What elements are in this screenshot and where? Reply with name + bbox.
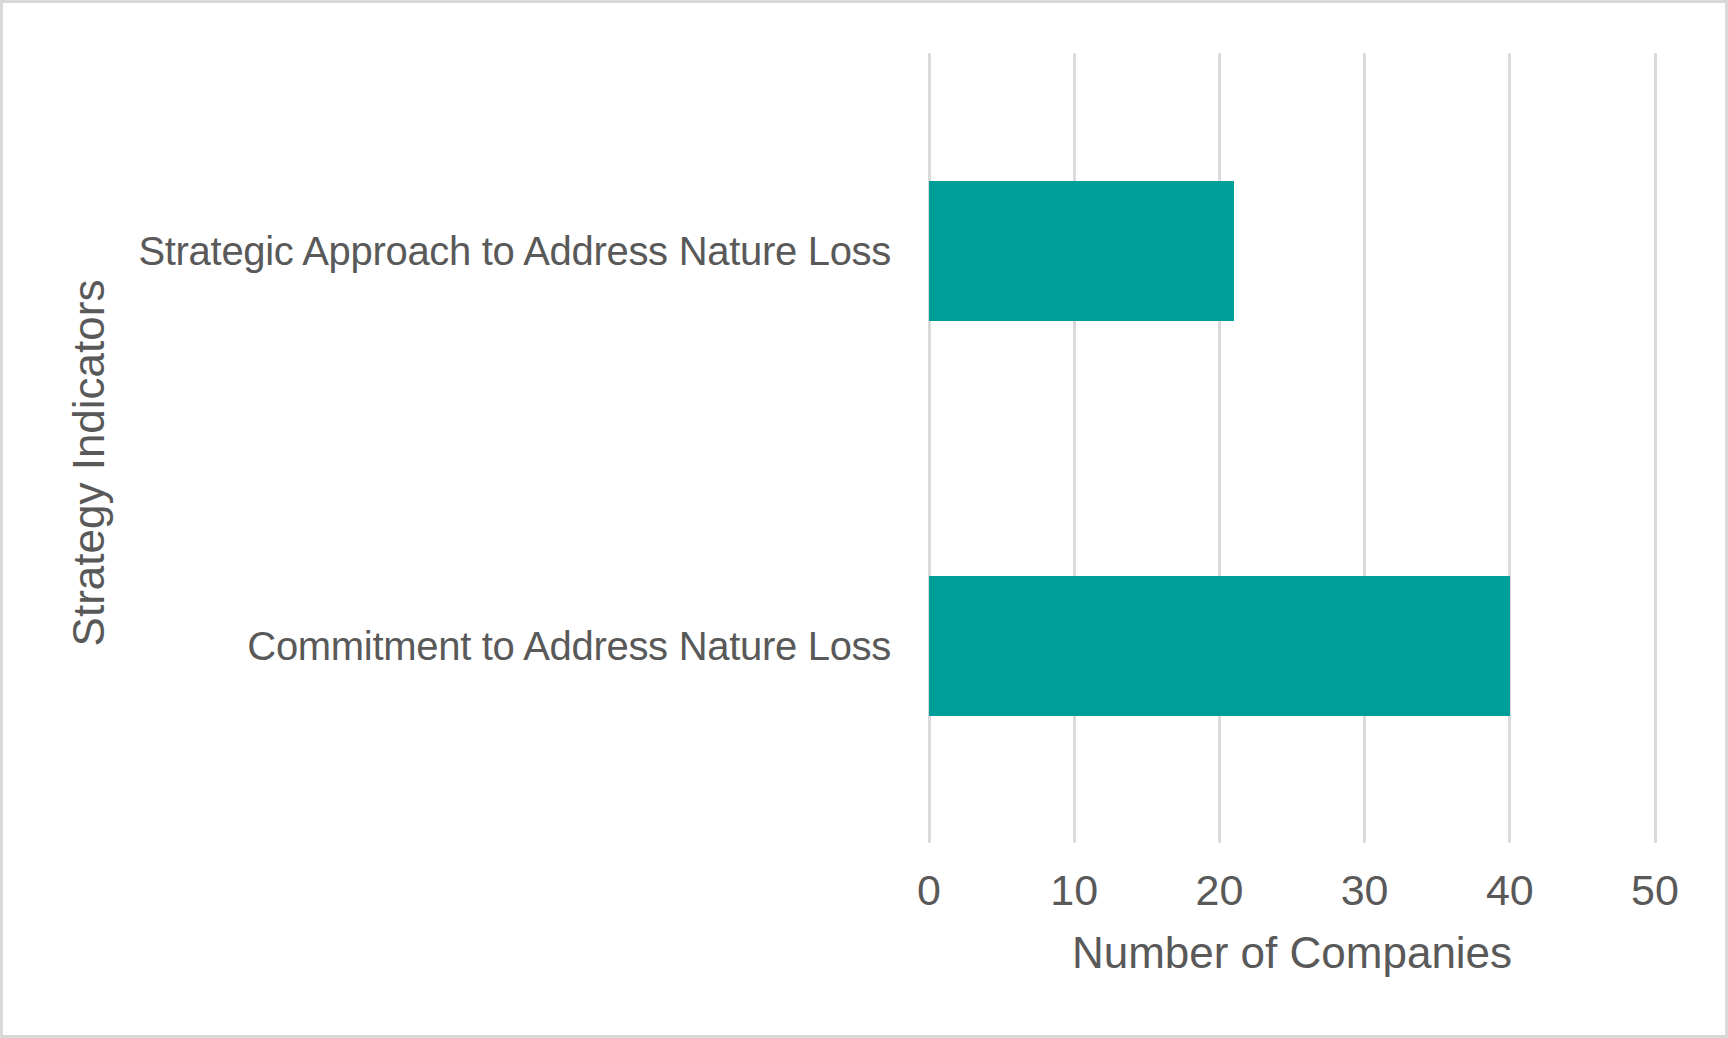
gridline-x-40 — [1508, 53, 1511, 843]
gridline-x-20 — [1218, 53, 1221, 843]
gridline-x-50 — [1654, 53, 1657, 843]
x-tick-label-20: 20 — [1195, 865, 1243, 915]
y-axis-title: Strategy Indicators — [63, 280, 115, 647]
gridline-x-10 — [1073, 53, 1076, 843]
x-axis-title: Number of Companies — [1072, 927, 1512, 979]
category-label-1: Commitment to Address Nature Loss — [31, 616, 891, 676]
x-tick-label-10: 10 — [1050, 865, 1098, 915]
x-tick-label-40: 40 — [1486, 865, 1534, 915]
gridline-x-0 — [928, 53, 931, 843]
chart-canvas: Strategy Indicators Strategic Approach t… — [0, 0, 1728, 1038]
category-label-0: Strategic Approach to Address Nature Los… — [31, 221, 891, 281]
gridline-x-30 — [1363, 53, 1366, 843]
x-tick-label-50: 50 — [1631, 865, 1679, 915]
x-tick-label-0: 0 — [917, 865, 941, 915]
bar-0 — [929, 181, 1234, 321]
x-tick-label-30: 30 — [1341, 865, 1389, 915]
bar-chart-figure: Strategy Indicators Strategic Approach t… — [3, 3, 1725, 1035]
bar-1 — [929, 576, 1510, 716]
